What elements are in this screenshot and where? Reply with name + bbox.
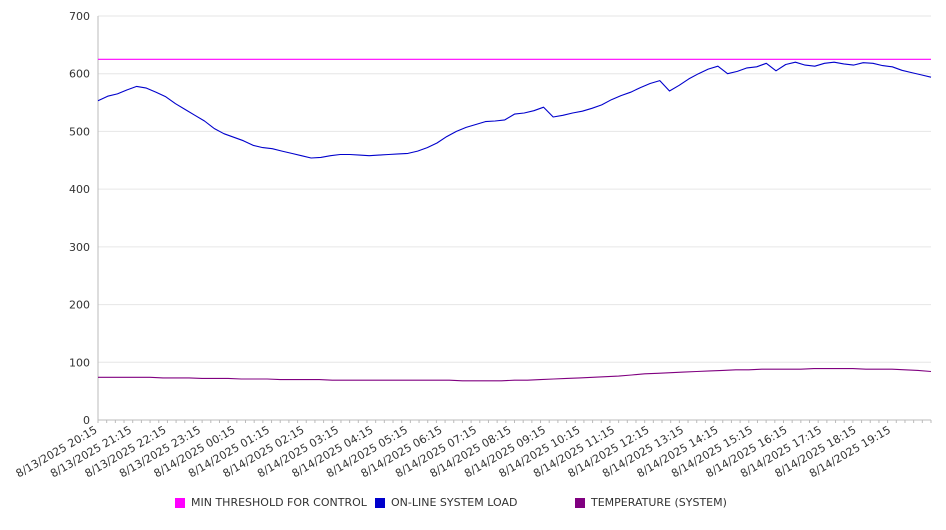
y-tick-label: 600 <box>69 68 90 81</box>
series-line-1 <box>97 61 932 159</box>
y-tick-label: 0 <box>83 414 90 427</box>
y-tick-label: 300 <box>69 241 90 254</box>
series-lines <box>97 58 932 382</box>
y-tick-label: 700 <box>69 10 90 23</box>
legend-label-temperature: TEMPERATURE (SYSTEM) <box>591 496 727 509</box>
y-tick-label: 200 <box>69 299 90 312</box>
legend-label-system-load: ON-LINE SYSTEM LOAD <box>391 496 518 509</box>
axes <box>97 16 932 423</box>
legend-item-temperature: TEMPERATURE (SYSTEM) <box>575 496 727 509</box>
series-line-2 <box>98 368 932 382</box>
y-tick-label: 500 <box>69 125 90 138</box>
legend-item-min-threshold: MIN THRESHOLD FOR CONTROL <box>175 496 367 509</box>
x-axis-ticks: 8/13/2025 20:158/13/2025 21:158/13/2025 … <box>14 423 893 480</box>
legend-label-min-threshold: MIN THRESHOLD FOR CONTROL <box>191 496 367 509</box>
legend-swatch-temperature <box>575 497 585 508</box>
legend: MIN THRESHOLD FOR CONTROL ON-LINE SYSTEM… <box>0 496 946 514</box>
grid-lines <box>98 15 931 363</box>
legend-swatch-system-load <box>375 497 385 508</box>
y-tick-label: 100 <box>69 356 90 369</box>
y-tick-label: 400 <box>69 183 90 196</box>
legend-swatch-min-threshold <box>175 497 185 508</box>
legend-item-system-load: ON-LINE SYSTEM LOAD <box>375 496 517 509</box>
y-axis-ticks: 0 100 200 300 400 500 600 700 <box>69 10 90 427</box>
